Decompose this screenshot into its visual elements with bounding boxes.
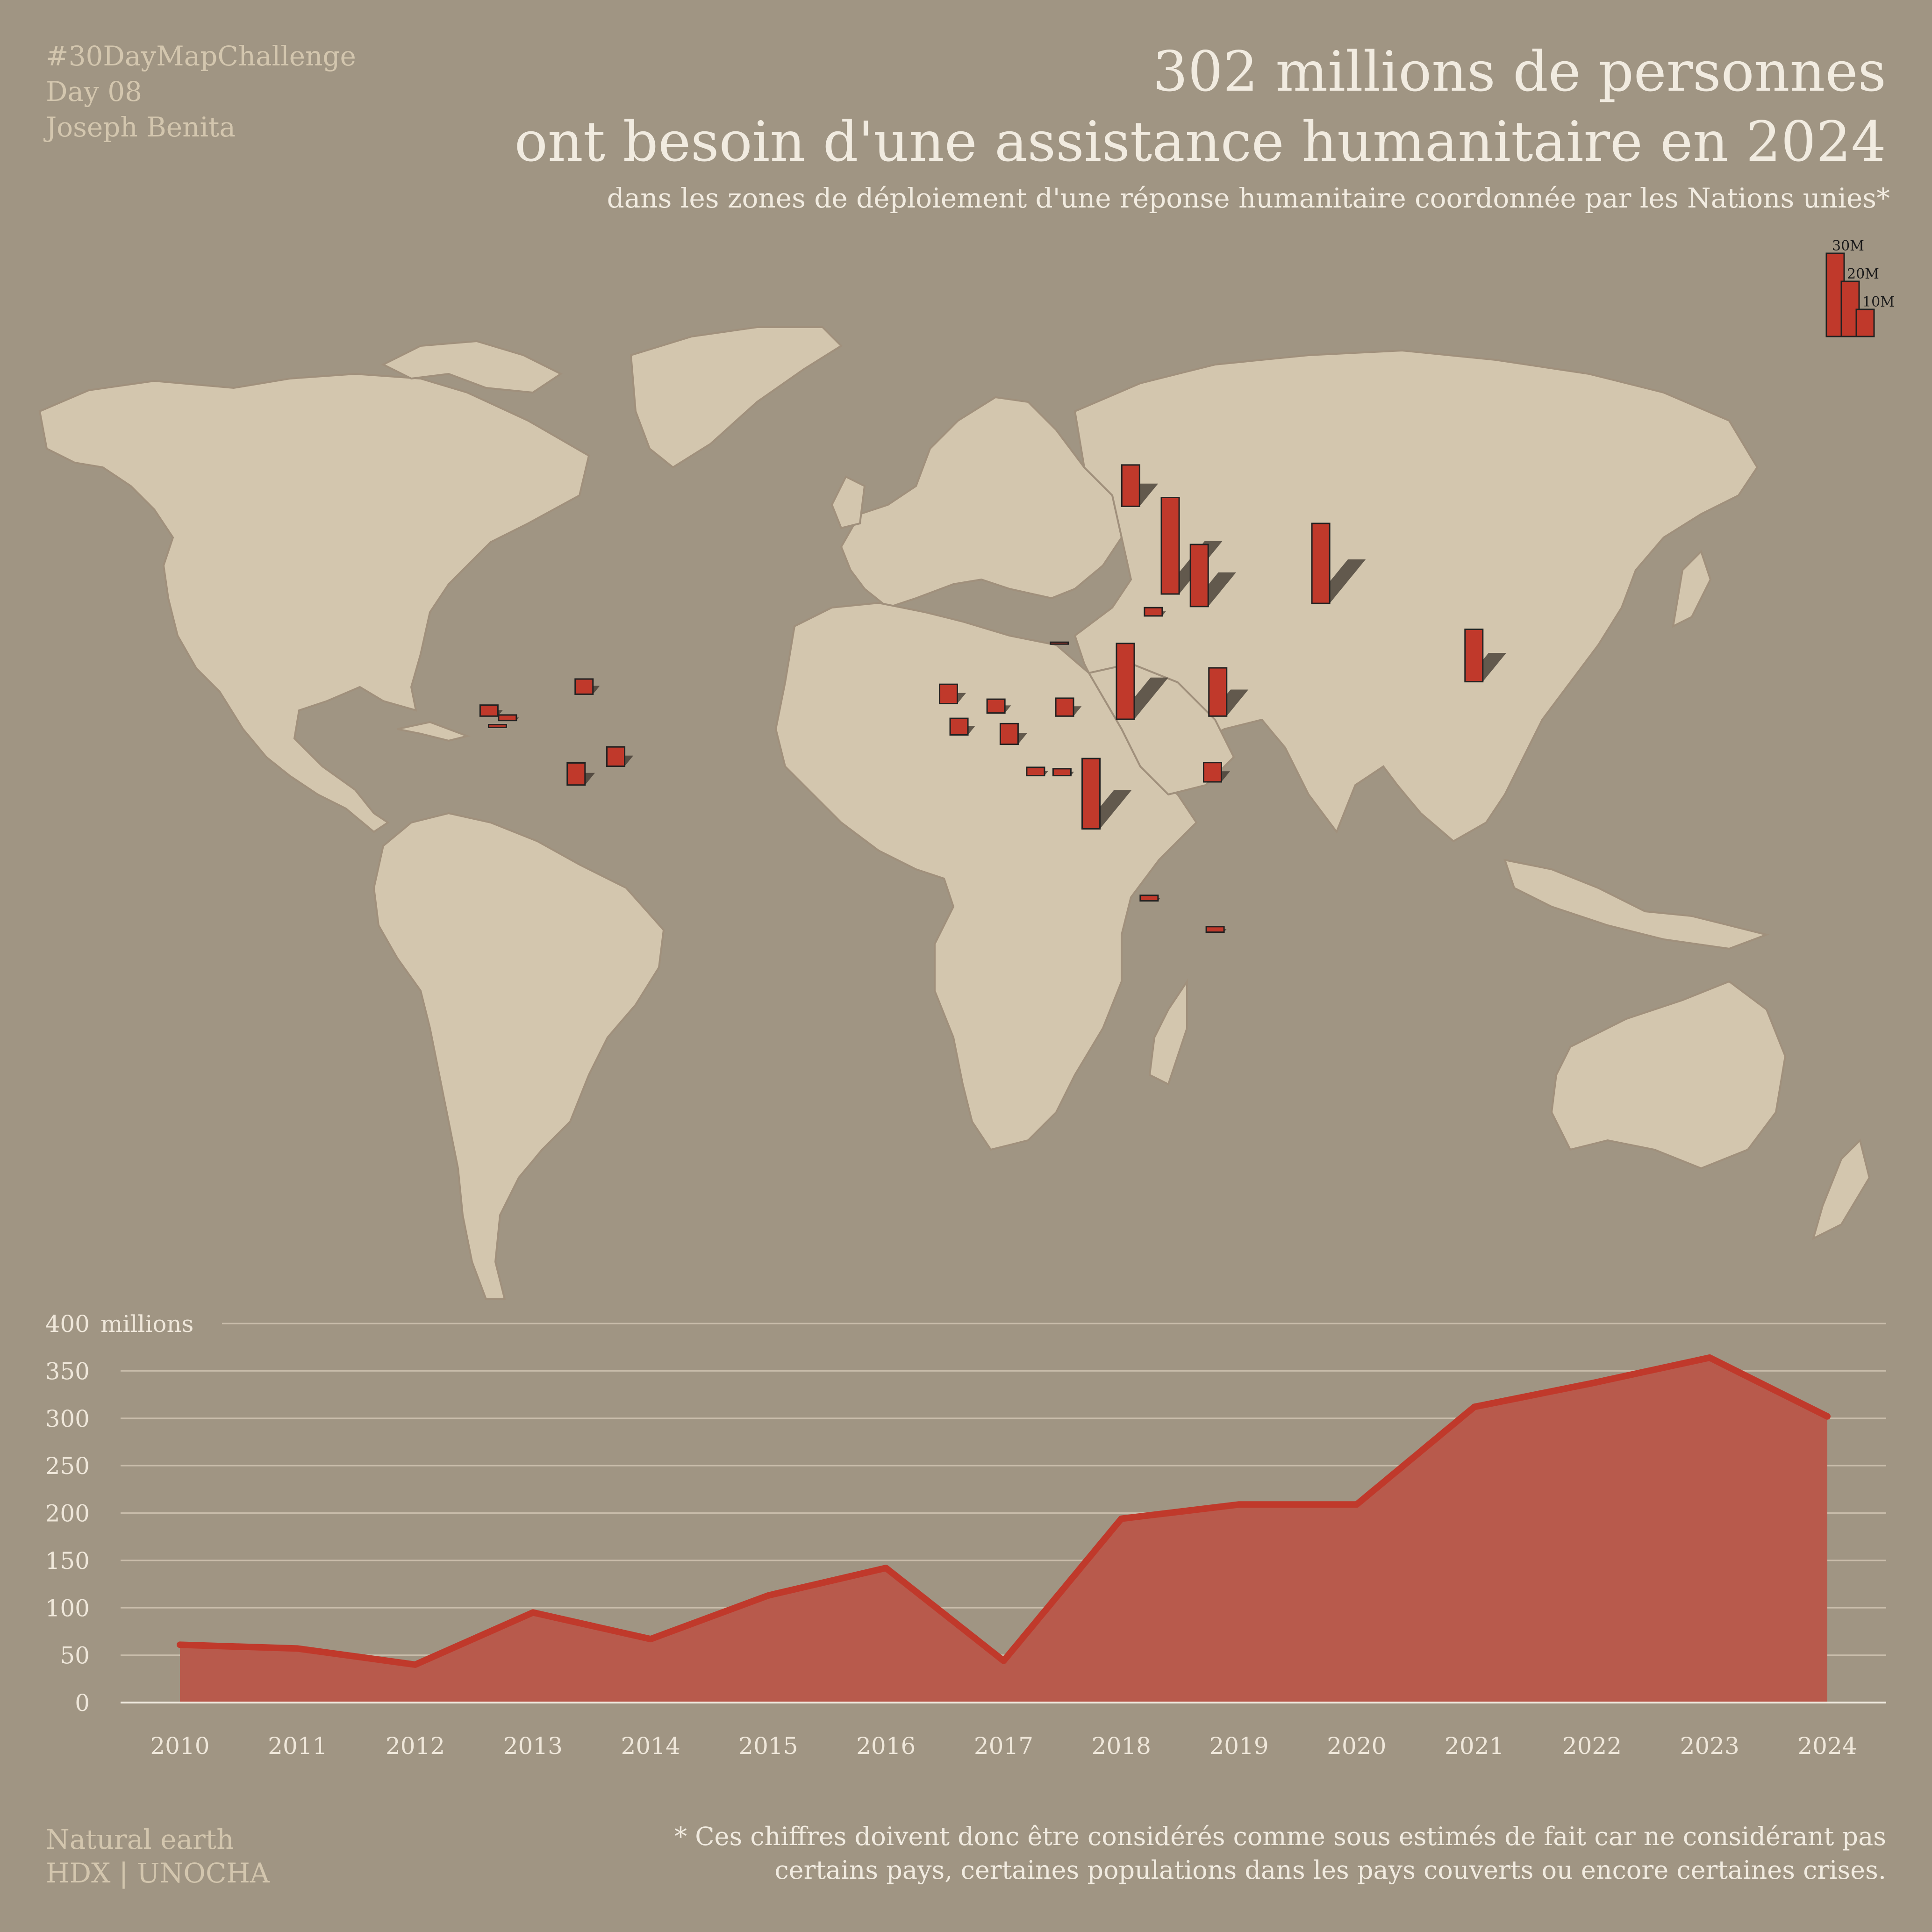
- footnote-line-2: certains pays, certaines populations dan…: [774, 1855, 1886, 1885]
- x-tick-label: 2010: [150, 1732, 209, 1760]
- y-tick-label: 100: [45, 1595, 90, 1622]
- map-bar: [1311, 522, 1331, 604]
- credit-block: #30DayMapChallenge Day 08 Joseph Benita: [46, 38, 356, 145]
- legend-label-20m: 20M: [1847, 266, 1879, 282]
- land-south-america: [372, 812, 665, 1300]
- map-bar: [1139, 894, 1159, 902]
- sources-block: Natural earth HDX | UNOCHA: [46, 1823, 270, 1890]
- title-line-2: ont besoin d'une assistance humanitaire …: [514, 109, 1886, 174]
- map-bar: [1205, 926, 1225, 933]
- x-tick-label: 2019: [1209, 1732, 1268, 1760]
- map-bar: [566, 762, 586, 786]
- size-legend: 30M 20M 10M: [1825, 238, 1895, 337]
- footnote: * Ces chiffres doivent donc être considé…: [674, 1820, 1886, 1887]
- land-australia: [1550, 980, 1787, 1170]
- y-tick-label: 200: [45, 1500, 90, 1527]
- map-bar: [1160, 497, 1180, 595]
- map-bar: [479, 704, 499, 717]
- y-tick-label: 300: [45, 1405, 90, 1432]
- x-tick-label: 2015: [738, 1732, 798, 1760]
- credit-author: Joseph Benita: [46, 111, 236, 143]
- page-title: 302 millions de personnes ont besoin d'u…: [515, 36, 1886, 177]
- title-line-1: 302 millions de personnes: [1152, 39, 1886, 104]
- x-tick-label: 2017: [974, 1732, 1033, 1760]
- y-tick-label: 0: [75, 1689, 90, 1717]
- y-tick-label: 50: [60, 1642, 90, 1669]
- legend-bar-10m: [1855, 308, 1875, 337]
- x-tick-label: 2024: [1797, 1732, 1857, 1760]
- map-bar: [949, 717, 969, 736]
- x-tick-label: 2021: [1445, 1732, 1504, 1760]
- x-tick-label: 2022: [1562, 1732, 1622, 1760]
- y-tick-label: 150: [45, 1547, 90, 1574]
- world-map: 30M 20M 10M: [38, 238, 1895, 1300]
- source-hdx: HDX | UNOCHA: [46, 1857, 270, 1889]
- x-tick-label: 2020: [1327, 1732, 1386, 1760]
- land-uk: [830, 475, 866, 530]
- x-tick-label: 2014: [621, 1732, 680, 1760]
- map-bar: [1081, 758, 1101, 830]
- map-bar: [1464, 629, 1484, 683]
- map-bar: [1050, 641, 1069, 645]
- needs-line: [177, 1354, 1831, 1668]
- land-greenland: [630, 326, 843, 469]
- x-tick-label: 2018: [1092, 1732, 1151, 1760]
- subtitle: dans les zones de déploiement d'une répo…: [607, 182, 1890, 214]
- x-tick-label: 2012: [386, 1732, 445, 1760]
- map-bar: [1189, 544, 1209, 608]
- land-new-zealand: [1811, 1138, 1871, 1240]
- y-tick-label: 250: [45, 1453, 90, 1480]
- map-bar: [1144, 607, 1163, 617]
- land-north-america: [38, 372, 590, 833]
- source-natural-earth: Natural earth: [46, 1824, 234, 1855]
- map-bar: [938, 683, 958, 704]
- land-indonesia: [1503, 859, 1770, 950]
- x-tick-label: 2023: [1680, 1732, 1739, 1760]
- legend-label-30m: 30M: [1832, 238, 1864, 254]
- x-tick-label: 2016: [856, 1732, 916, 1760]
- map-bar: [1208, 667, 1228, 717]
- map-bar: [1026, 766, 1045, 777]
- land-madagascar: [1148, 978, 1188, 1086]
- y-tick-label: 350: [45, 1358, 90, 1385]
- map-bar: [606, 746, 626, 767]
- land-masses: [38, 326, 1871, 1300]
- land-cuba: [397, 721, 471, 742]
- map-bar: [1055, 697, 1074, 717]
- map-bar: [999, 723, 1019, 745]
- credit-hashtag: #30DayMapChallenge: [46, 40, 356, 72]
- land-asia: [1073, 349, 1759, 843]
- legend-label-10m: 10M: [1862, 294, 1895, 310]
- x-tick-label: 2013: [503, 1732, 563, 1760]
- chart-grid: [121, 1323, 1886, 1656]
- map-bar: [487, 724, 507, 728]
- map-bar: [1121, 464, 1140, 507]
- map-bar: [498, 714, 517, 722]
- map-bar: [1116, 643, 1135, 720]
- land-arctic-islands: [381, 340, 563, 394]
- map-bar: [1202, 762, 1222, 783]
- x-axis-ticks: 2010 2011 2012 2013 2014 2015 2016 2017 2018 2019…: [150, 1732, 1857, 1760]
- humanitarian-bars: [479, 464, 1507, 933]
- credit-day: Day 08: [46, 76, 143, 107]
- footnote-line-1: * Ces chiffres doivent donc être considé…: [674, 1822, 1886, 1851]
- x-tick-label: 2011: [268, 1732, 327, 1760]
- land-africa: [774, 601, 1198, 1151]
- land-japan: [1672, 550, 1712, 628]
- needs-area: [180, 1357, 1827, 1703]
- map-bar: [1052, 768, 1072, 777]
- map-bar: [574, 678, 594, 695]
- map-bar: [986, 698, 1006, 714]
